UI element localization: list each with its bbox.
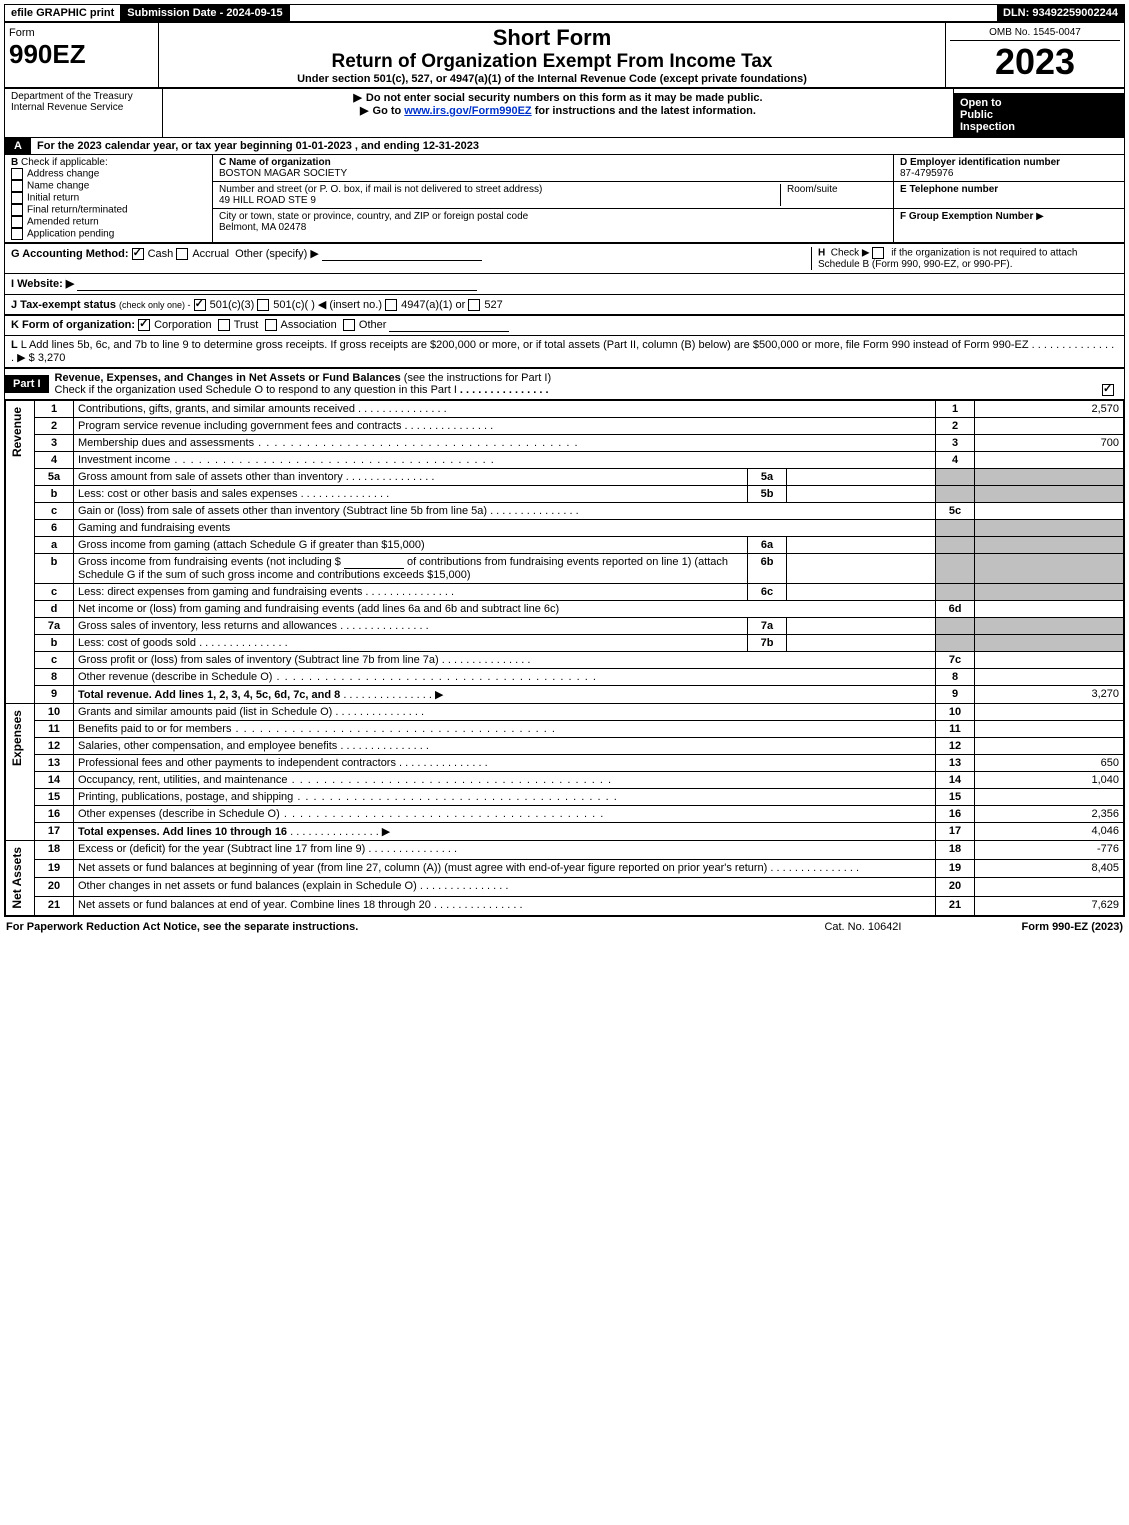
ein-label: D Employer identification number (900, 157, 1060, 168)
section-l: L L Add lines 5b, 6c, and 7b to line 9 t… (5, 335, 1124, 367)
form-org-label: K Form of organization: (11, 319, 135, 331)
footer-form-ref: Form 990-EZ (2023) (1022, 921, 1124, 933)
section-def: D Employer identification number 87-4795… (894, 155, 1124, 242)
section-j: J Tax-exempt status (check only one) - 5… (5, 294, 1124, 314)
part-1-label: Part I (5, 375, 49, 393)
section-g-h: G Accounting Method: Cash Accrual Other … (5, 243, 1124, 273)
part-1-header: Part I Revenue, Expenses, and Changes in… (5, 367, 1124, 400)
accounting-method-label: G Accounting Method: (11, 248, 129, 260)
open-inspection-badge: Open to Public Inspection (954, 93, 1124, 137)
section-b: B Check if applicable: Address change Na… (5, 155, 213, 242)
checkbox-schedule-b[interactable] (872, 247, 884, 259)
city-value: Belmont, MA 02478 (219, 222, 306, 233)
street-value: 49 HILL ROAD STE 9 (219, 195, 316, 206)
section-c: C Name of organization BOSTON MAGAR SOCI… (213, 155, 894, 242)
checkbox-501c3[interactable] (194, 299, 206, 311)
expenses-label: Expenses (10, 706, 24, 770)
form-header: Form 990EZ Short Form Return of Organiza… (5, 21, 1124, 89)
checkbox-trust[interactable] (218, 319, 230, 331)
street-label: Number and street (or P. O. box, if mail… (219, 184, 542, 195)
dln-label: DLN: 93492259002244 (997, 5, 1124, 21)
checkbox-corporation[interactable] (138, 319, 150, 331)
group-exemption-label: F Group Exemption Number (900, 211, 1033, 222)
checkbox-final-return[interactable] (11, 204, 23, 216)
header-row-2: Department of the Treasury Internal Reve… (5, 89, 1124, 137)
org-name-label: C Name of organization (219, 157, 331, 168)
section-i: I Website: ▶ (5, 273, 1124, 294)
section-k: K Form of organization: Corporation Trus… (5, 314, 1124, 335)
note-instructions: Go to www.irs.gov/Form990EZ for instruct… (169, 104, 947, 117)
return-title: Return of Organization Exempt From Incom… (163, 51, 941, 73)
form-number: 990EZ (9, 39, 154, 70)
tax-exempt-label: J Tax-exempt status (11, 299, 116, 311)
checkbox-cash[interactable] (132, 248, 144, 260)
short-form-title: Short Form (163, 25, 941, 51)
netassets-label: Net Assets (10, 843, 24, 913)
section-a: A For the 2023 calendar year, or tax yea… (5, 137, 1124, 155)
top-bar: efile GRAPHIC print Submission Date - 20… (5, 5, 1124, 21)
checkbox-initial-return[interactable] (11, 192, 23, 204)
checkbox-amended-return[interactable] (11, 216, 23, 228)
checkbox-other-org[interactable] (343, 319, 355, 331)
checkbox-accrual[interactable] (176, 248, 188, 260)
form-container: efile GRAPHIC print Submission Date - 20… (4, 4, 1125, 917)
tax-year: 2023 (950, 41, 1120, 83)
submission-date: Submission Date - 2024-09-15 (121, 5, 289, 21)
gross-receipts-amount: $ 3,270 (29, 352, 66, 364)
checkbox-application-pending[interactable] (11, 228, 23, 240)
info-grid: B Check if applicable: Address change Na… (5, 155, 1124, 243)
irs-link[interactable]: www.irs.gov/Form990EZ (404, 105, 531, 117)
website-label: I Website: ▶ (11, 278, 74, 290)
checkbox-527[interactable] (468, 299, 480, 311)
checkbox-schedule-o[interactable] (1102, 384, 1114, 396)
checkbox-name-change[interactable] (11, 180, 23, 192)
checkbox-address-change[interactable] (11, 168, 23, 180)
omb-number: OMB No. 1545-0047 (950, 27, 1120, 41)
checkbox-association[interactable] (265, 319, 277, 331)
ein-value: 87-4795976 (900, 168, 953, 179)
footer-notice: For Paperwork Reduction Act Notice, see … (6, 921, 824, 933)
subtitle: Under section 501(c), 527, or 4947(a)(1)… (163, 73, 941, 85)
org-name: BOSTON MAGAR SOCIETY (219, 168, 347, 179)
efile-label[interactable]: efile GRAPHIC print (5, 5, 121, 21)
page-footer: For Paperwork Reduction Act Notice, see … (4, 917, 1125, 937)
checkbox-501c[interactable] (257, 299, 269, 311)
note-ssn: Do not enter social security numbers on … (169, 91, 947, 104)
form-label: Form (9, 27, 154, 39)
city-label: City or town, state or province, country… (219, 211, 528, 222)
checkbox-4947[interactable] (385, 299, 397, 311)
revenue-label: Revenue (10, 403, 24, 461)
section-a-text: For the 2023 calendar year, or tax year … (31, 138, 1124, 154)
room-label: Room/suite (787, 184, 838, 195)
department-label: Department of the Treasury Internal Reve… (5, 89, 163, 137)
section-a-label: A (5, 138, 31, 154)
phone-label: E Telephone number (900, 184, 998, 195)
financial-table: Revenue 1Contributions, gifts, grants, a… (5, 400, 1124, 916)
footer-catalog: Cat. No. 10642I (824, 921, 901, 933)
